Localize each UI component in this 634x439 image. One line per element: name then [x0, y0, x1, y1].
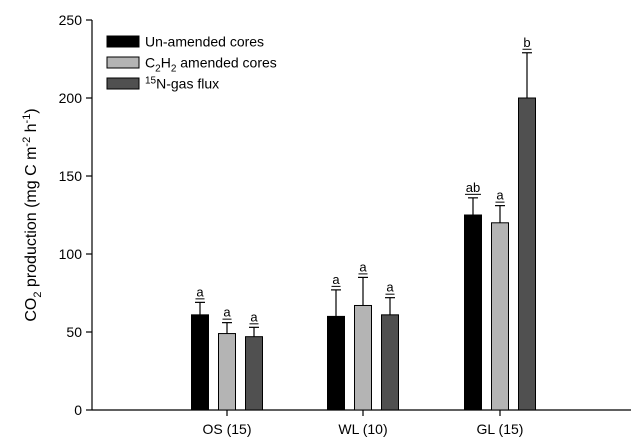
significance-letter: a: [196, 284, 204, 299]
bar: [381, 314, 399, 411]
significance-letter: a: [386, 280, 394, 295]
y-ticks: 0 50 100 150 200 250: [59, 12, 92, 418]
significance-letter: a: [496, 188, 504, 203]
significance-letter: a: [359, 259, 367, 274]
y-tick-label: 100: [59, 246, 83, 262]
x-tick-label: GL (15): [477, 421, 524, 437]
y-tick-label: 250: [59, 12, 83, 28]
bars: [191, 97, 536, 411]
bar: [218, 333, 236, 411]
error-bars: [195, 52, 532, 337]
y-axis-label-sup1: -2: [21, 137, 33, 147]
significance-letter: a: [332, 272, 340, 287]
y-axis-label-part1: CO: [23, 298, 40, 322]
significance-letter: b: [523, 35, 530, 50]
bar: [354, 304, 372, 411]
x-tick-label: WL (10): [338, 421, 387, 437]
bar: [327, 315, 345, 411]
y-axis-label-part4: ): [23, 108, 40, 113]
significance-letter: a: [250, 309, 258, 324]
y-axis-label-part2: production (mg C m: [23, 147, 40, 292]
y-tick-label: 150: [59, 168, 83, 184]
x-tick-label: OS (15): [202, 421, 251, 437]
bar: [464, 214, 482, 411]
y-axis-label: CO2 production (mg C m-2 h-1): [21, 108, 44, 321]
bar: [191, 314, 209, 411]
legend-swatch: [106, 77, 140, 90]
y-tick-label: 200: [59, 90, 83, 106]
y-axis-label-part3: h: [23, 123, 40, 136]
legend-label: Un-amended cores: [145, 34, 264, 50]
y-tick-label: 0: [74, 402, 82, 418]
y-tick-label: 50: [66, 324, 82, 340]
significance-letter: a: [223, 305, 231, 320]
bar: [518, 97, 536, 411]
x-ticks: OS (15) WL (10) GL (15): [202, 410, 523, 437]
bar: [491, 222, 509, 411]
bar: [245, 336, 263, 411]
y-axis-label-sup2: -1: [21, 114, 33, 124]
y-axis-label-sub: 2: [32, 292, 44, 298]
significance-letter: ab: [466, 180, 480, 195]
legend-swatch: [106, 35, 140, 48]
legend-swatch: [106, 56, 140, 69]
legend-label: 15N-gas flux: [145, 76, 219, 92]
legend-label: C2H2 amended cores: [145, 55, 277, 75]
legend: Un-amended cores C2H2 amended cores15N-ga…: [106, 34, 277, 92]
